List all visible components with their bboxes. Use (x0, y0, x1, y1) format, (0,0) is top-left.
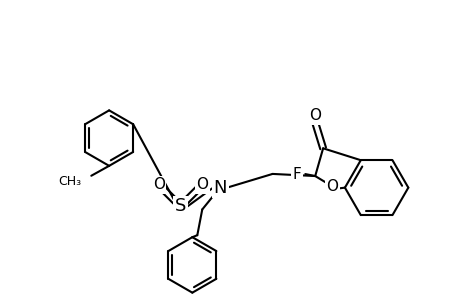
Text: F: F (292, 167, 301, 182)
Text: S: S (174, 197, 186, 215)
Text: CH₃: CH₃ (58, 175, 81, 188)
Text: O: O (308, 108, 320, 123)
Text: O: O (152, 177, 164, 192)
Text: N: N (213, 178, 226, 196)
Text: O: O (325, 179, 337, 194)
Text: O: O (196, 177, 208, 192)
